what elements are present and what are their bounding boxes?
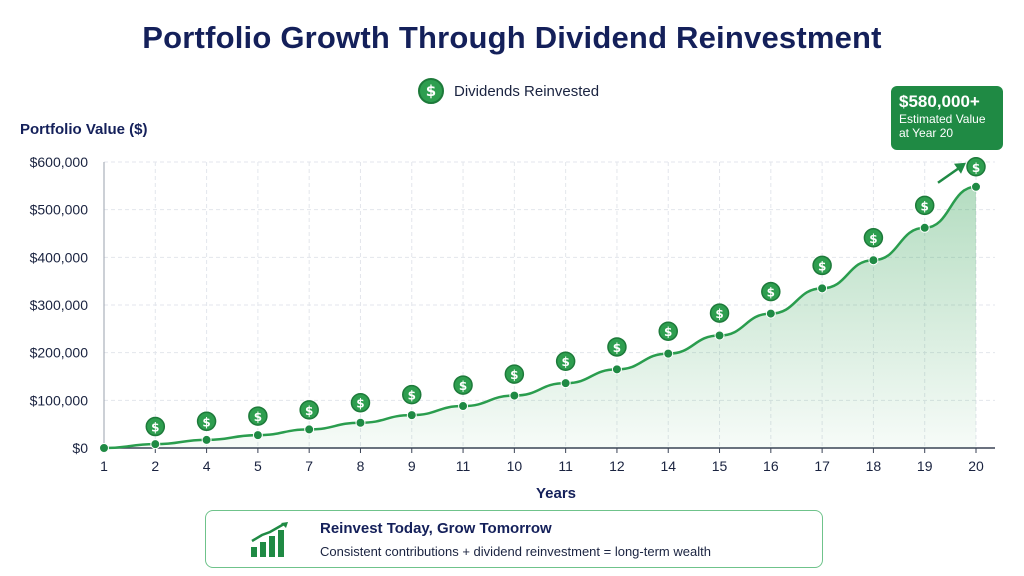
chart-legend: $ Dividends Reinvested [418, 77, 599, 105]
data-point [971, 181, 981, 192]
x-tick-label: 9 [408, 458, 416, 474]
data-point [765, 308, 776, 319]
svg-text:$: $ [561, 355, 569, 369]
takeaway-text: Consistent contributions + dividend rein… [320, 544, 711, 559]
dollar-coin-icon: $ [761, 281, 781, 302]
dollar-coin-icon: $ [402, 384, 422, 405]
y-tick-label: $300,000 [30, 297, 89, 313]
y-tick-label: $500,000 [30, 202, 89, 218]
data-point [304, 424, 315, 435]
x-axis-title: Years [536, 485, 576, 502]
data-point [919, 222, 930, 233]
dollar-coin-icon: $ [145, 416, 166, 437]
svg-text:$: $ [510, 368, 518, 382]
chart-title: Portfolio Growth Through Dividend Reinve… [142, 20, 882, 55]
svg-text:$: $ [202, 415, 210, 429]
y-tick-label: $600,000 [30, 154, 89, 170]
dollar-coin-icon: $ [607, 337, 627, 357]
dollar-coin-icon: $ [248, 406, 268, 426]
y-tick-label: $200,000 [30, 345, 89, 361]
trend-arrow-line [937, 167, 959, 184]
x-tick-label: 14 [660, 458, 676, 474]
takeaway-box: Reinvest Today, Grow Tomorrow Consistent… [205, 510, 823, 568]
dollar-coin-icon: $ [504, 364, 525, 384]
x-tick-label: 8 [357, 458, 365, 474]
series-area [104, 186, 976, 448]
x-tick-label: 7 [305, 458, 313, 474]
data-point [458, 401, 469, 412]
svg-text:$: $ [715, 307, 723, 321]
svg-text:$: $ [305, 404, 313, 418]
data-point [817, 283, 828, 294]
dollar-coin-icon: $ [709, 303, 730, 323]
dollar-coin-icon: $ [812, 255, 832, 276]
x-tick-label: 4 [203, 458, 211, 474]
svg-text:$: $ [767, 286, 775, 300]
data-point [201, 434, 212, 445]
svg-text:$: $ [613, 341, 621, 355]
x-tick-label: 18 [866, 458, 882, 474]
x-tick-label: 16 [763, 458, 779, 474]
x-tick-label: 11 [558, 458, 573, 474]
y-tick-label: $400,000 [30, 249, 89, 265]
takeaway-heading: Reinvest Today, Grow Tomorrow [320, 520, 552, 537]
svg-text:$: $ [408, 389, 416, 403]
dollar-coin-icon: $ [555, 351, 576, 371]
svg-text:$: $ [151, 421, 159, 435]
svg-text:$: $ [921, 199, 929, 213]
y-axis-title: Portfolio Value ($) [20, 121, 148, 138]
estimate-callout: $580,000+ Estimated Value at Year 20 [891, 86, 1003, 150]
x-tick-label: 1 [100, 458, 108, 474]
svg-text:$: $ [254, 410, 262, 424]
x-tick-label: 11 [456, 458, 471, 474]
dollar-coin-icon: $ [453, 375, 473, 395]
data-point [150, 439, 161, 450]
dollar-coin-icon: $ [863, 228, 884, 248]
x-tick-label: 20 [968, 458, 984, 474]
data-point [714, 330, 725, 341]
data-point [355, 417, 366, 428]
legend-label: Dividends Reinvested [454, 82, 600, 100]
y-tick-label: $0 [72, 440, 88, 456]
dollar-coin-icon: $ [658, 321, 678, 341]
dollar-coin-icon: $ [966, 157, 986, 177]
x-tick-label: 5 [254, 458, 262, 474]
x-tick-label: 10 [507, 458, 523, 474]
dollar-coin-icon: $ [196, 411, 217, 432]
svg-text:$: $ [818, 259, 826, 273]
data-point [252, 430, 263, 441]
y-tick-label: $100,000 [30, 392, 89, 408]
x-tick-label: 17 [814, 458, 830, 474]
x-tick-label: 19 [917, 458, 933, 474]
dollar-coin-icon: $ [299, 400, 319, 420]
svg-text:$: $ [356, 397, 364, 411]
data-point [509, 390, 520, 401]
chart-svg: $0 $100,000 $200,000 $300,000 $400,000 $500,0… [30, 154, 995, 502]
data-point [868, 255, 879, 266]
data-point [99, 443, 109, 453]
svg-text:$: $ [869, 232, 877, 246]
data-point [560, 378, 571, 389]
growth-chart-icon [251, 522, 288, 557]
x-tick-label: 15 [712, 458, 728, 474]
svg-text:$: $ [459, 379, 467, 393]
dollar-coin-icon: $ [418, 78, 444, 104]
dollar-coin-icon: $ [914, 195, 935, 216]
svg-text:$: $ [972, 161, 980, 175]
dollar-coin-icon: $ [350, 392, 371, 413]
callout-line-2: at Year 20 [899, 126, 954, 140]
callout-line-1: Estimated Value [899, 112, 986, 126]
data-point [611, 364, 622, 375]
data-point [406, 410, 417, 421]
data-point [663, 348, 674, 359]
x-tick-label: 2 [151, 458, 159, 474]
trend-arrow-head [954, 162, 966, 174]
x-tick-label: 12 [609, 458, 625, 474]
callout-value: $580,000+ [899, 92, 980, 111]
svg-text:$: $ [664, 325, 672, 339]
